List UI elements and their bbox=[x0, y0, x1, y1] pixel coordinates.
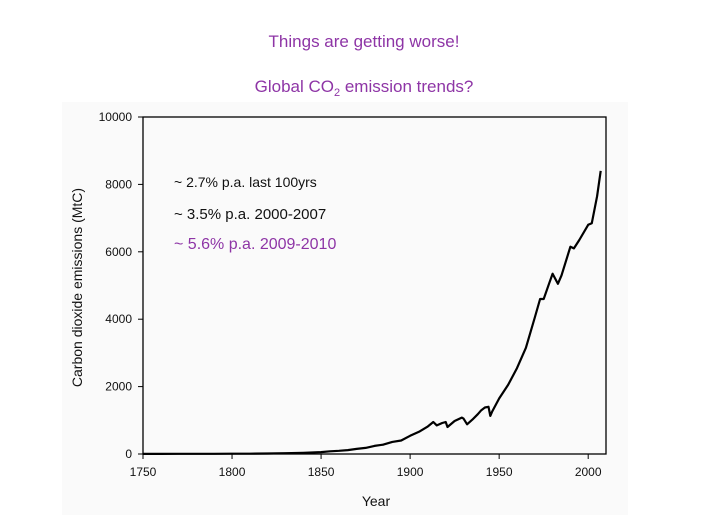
annotation-growth-100yrs: ~ 2.7% p.a. last 100yrs bbox=[174, 174, 317, 190]
y-tick-label: 8000 bbox=[105, 177, 132, 191]
x-tick-label: 1850 bbox=[308, 465, 335, 479]
x-tick-label: 2000 bbox=[575, 465, 602, 479]
y-tick-label: 4000 bbox=[105, 312, 132, 326]
x-axis-ticks: 1750 1800 1850 1900 1950 2000 bbox=[130, 454, 602, 479]
x-tick-label: 1900 bbox=[397, 465, 424, 479]
x-tick-label: 1750 bbox=[130, 465, 157, 479]
plot-frame bbox=[142, 116, 607, 455]
subtitle-prefix: Global CO bbox=[254, 77, 334, 96]
subtitle-subscript: 2 bbox=[334, 87, 341, 99]
series-line-global-co2 bbox=[143, 170, 602, 455]
y-tick-label: 2000 bbox=[105, 380, 132, 394]
annotation-growth-2009-2010: ~ 5.6% p.a. 2009-2010 bbox=[174, 236, 336, 253]
y-tick-label: 0 bbox=[125, 447, 132, 461]
x-tick-label: 1800 bbox=[219, 465, 246, 479]
x-tick-label: 1950 bbox=[486, 465, 513, 479]
y-axis-title: Carbon dioxide emissions (MtC) bbox=[69, 188, 85, 387]
annotation-growth-2000-2007: ~ 3.5% p.a. 2000-2007 bbox=[174, 206, 326, 223]
y-axis-ticks: 0 2000 4000 6000 8000 10000 bbox=[99, 110, 143, 461]
plot-panel bbox=[62, 102, 628, 515]
y-tick-label: 6000 bbox=[105, 245, 132, 259]
x-axis-title: Year bbox=[362, 493, 391, 509]
slide-subtitle: Global CO2 emission trends? bbox=[0, 77, 728, 99]
y-tick-label: 10000 bbox=[99, 110, 133, 124]
slide-title: Things are getting worse! bbox=[268, 32, 460, 51]
subtitle-suffix: emission trends? bbox=[340, 77, 474, 96]
